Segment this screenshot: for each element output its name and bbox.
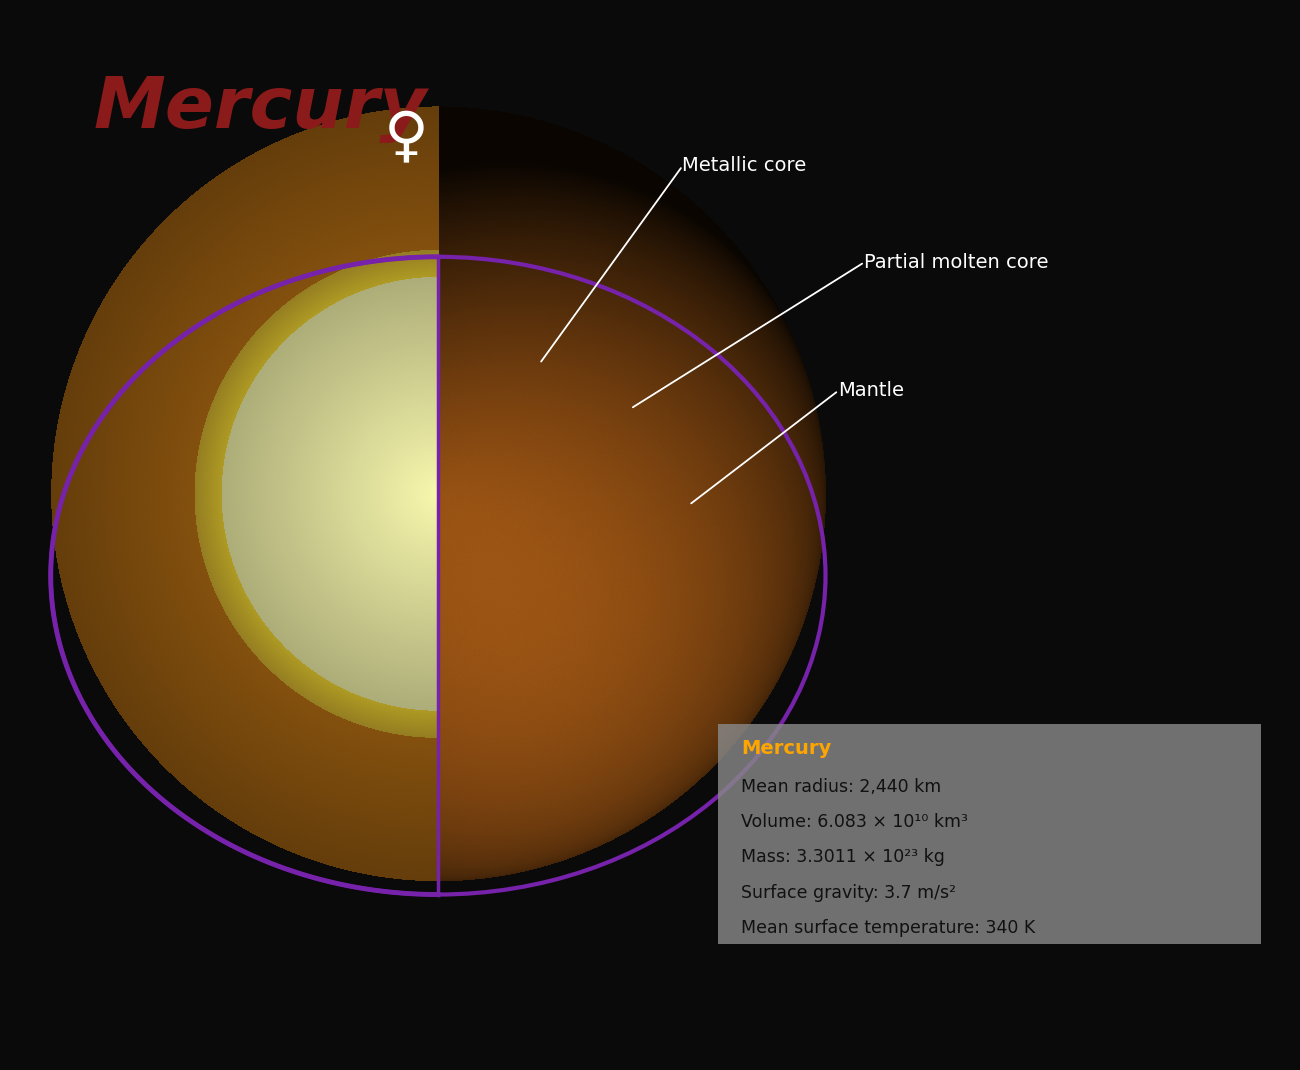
Text: Mercury: Mercury [94, 75, 428, 143]
FancyBboxPatch shape [718, 724, 1261, 944]
Text: Mantle: Mantle [838, 381, 905, 400]
Text: Mass: 3.3011 × 10²³ kg: Mass: 3.3011 × 10²³ kg [741, 849, 945, 867]
Text: Partial molten core: Partial molten core [864, 253, 1049, 272]
Text: Mercury: Mercury [741, 739, 831, 759]
Text: Metallic core: Metallic core [682, 156, 807, 175]
Text: Surface gravity: 3.7 m/s²: Surface gravity: 3.7 m/s² [741, 884, 956, 902]
Text: Mean radius: 2,440 km: Mean radius: 2,440 km [741, 778, 941, 796]
Text: Mean surface temperature: 340 K: Mean surface temperature: 340 K [741, 919, 1035, 937]
Text: ♀: ♀ [384, 109, 428, 169]
Text: Volume: 6.083 × 10¹⁰ km³: Volume: 6.083 × 10¹⁰ km³ [741, 813, 968, 831]
